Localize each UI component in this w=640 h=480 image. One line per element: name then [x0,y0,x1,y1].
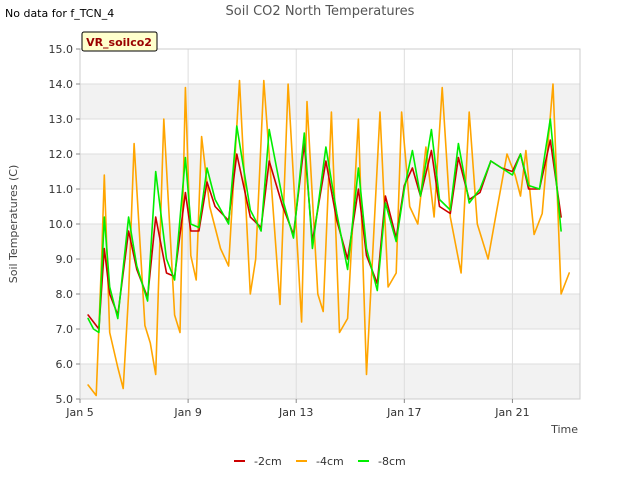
legend-label: -4cm [316,455,344,468]
y-tick-label: 11.0 [49,183,74,196]
y-tick-label: 14.0 [49,78,74,91]
series-line-minus-8cm [87,118,562,334]
series-line-minus-4cm [87,79,571,397]
station-label: VR_soilco2 [86,36,152,49]
y-axis-label: Soil Temperatures (C) [7,165,20,284]
series-lines [87,79,571,397]
station-label-box: VR_soilco2 [81,31,158,52]
plot-band [80,294,580,329]
x-tick-label: Jan 13 [278,406,313,419]
y-axis: 5.0 6.0 7.0 8.0 9.0 10.0 11.0 12.0 13.0 14.0 15.0 [49,43,80,406]
station-label-background [81,31,158,52]
legend: -2cm -4cm -8cm [234,455,406,468]
y-tick-label: 12.0 [49,148,74,161]
no-data-note: No data for f_TCN_4 [5,7,115,20]
legend-item: -4cm [296,455,344,468]
y-tick-label: 15.0 [49,43,74,56]
y-tick-label: 13.0 [49,113,74,126]
x-axis-label: Time [550,423,578,436]
x-axis: Jan 5 Jan 9 Jan 13 Jan 17 Jan 21 [65,399,530,419]
plot-band [80,49,580,84]
x-tick-label: Jan 21 [494,406,529,419]
plot-band [80,259,580,294]
plot-band [80,84,580,119]
y-tick-label: 6.0 [56,358,74,371]
y-tick-label: 7.0 [56,323,74,336]
x-tick-label: Jan 5 [65,406,93,419]
y-tick-label: 9.0 [56,253,74,266]
y-tick-label: 8.0 [56,288,74,301]
x-tick-label: Jan 17 [386,406,421,419]
plot-band [80,329,580,364]
y-tick-label: 10.0 [49,218,74,231]
legend-item: -2cm [234,455,282,468]
x-tick-label: Jan 9 [173,406,201,419]
legend-item: -8cm [358,455,406,468]
chart-title: Soil CO2 North Temperatures [226,4,415,19]
legend-label: -8cm [378,455,406,468]
y-tick-label: 5.0 [56,393,74,406]
legend-label: -2cm [254,455,282,468]
plot-band [80,364,580,399]
